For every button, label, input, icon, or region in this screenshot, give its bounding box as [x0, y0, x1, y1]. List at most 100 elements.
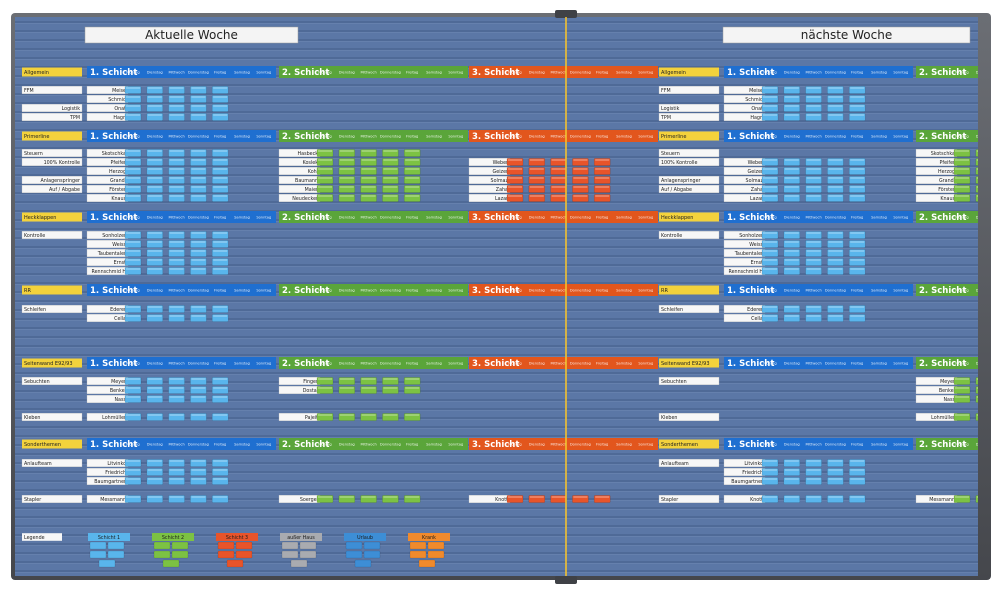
panel-title: nächste Woche	[801, 28, 892, 42]
employee-name: Hagn	[750, 115, 763, 121]
magnet-shine	[850, 469, 865, 471]
magnet-shine	[806, 87, 821, 89]
magnet	[124, 305, 142, 313]
magnet	[761, 258, 779, 266]
legend-label: Schicht 2	[162, 535, 184, 541]
magnet	[827, 185, 844, 193]
magnet	[146, 149, 164, 157]
task-label: TPM	[660, 115, 671, 121]
magnet-shine	[529, 177, 544, 179]
shift-label: 2. Schicht	[919, 440, 966, 450]
day-label: Mittwoch	[550, 362, 566, 366]
magnet	[805, 314, 822, 322]
magnet-shine	[955, 177, 969, 179]
magnet	[975, 176, 978, 184]
magnet-shine	[169, 268, 184, 270]
magnet	[211, 194, 229, 202]
magnet-shine	[763, 250, 777, 252]
day-label: Montag	[318, 443, 331, 447]
day-label: Sonntag	[638, 216, 653, 220]
magnet	[805, 495, 822, 503]
magnet	[594, 158, 611, 166]
shift-bar	[469, 66, 658, 78]
day-label: Mittwoch	[805, 71, 821, 75]
shift-bar	[916, 438, 978, 450]
magnet-shine	[339, 496, 354, 498]
shift-label: 2. Schicht	[282, 440, 329, 450]
magnet-shine	[784, 232, 799, 234]
magnet-shine	[126, 232, 140, 234]
magnet	[761, 240, 779, 248]
day-label: Mittwoch	[168, 216, 184, 220]
day-label: Samstag	[616, 216, 632, 220]
magnet	[783, 194, 800, 202]
magnet-shine	[551, 186, 566, 188]
magnet	[360, 158, 377, 166]
magnet-shine	[806, 105, 821, 107]
day-label: Dienstag	[529, 135, 545, 139]
magnet	[338, 413, 355, 421]
magnet-shine	[318, 378, 332, 380]
magnet	[211, 267, 229, 275]
day-label: Donnerstag	[825, 71, 846, 75]
legend-magnet	[418, 559, 436, 568]
day-label: Samstag	[426, 362, 442, 366]
magnet-shine	[828, 232, 843, 234]
magnet	[360, 495, 377, 503]
magnet	[805, 167, 822, 175]
legend-magnet	[299, 550, 317, 559]
magnet	[146, 231, 164, 239]
shift-bar	[469, 211, 658, 223]
magnet	[783, 240, 800, 248]
magnet-shine	[976, 414, 978, 416]
magnet	[190, 258, 207, 266]
magnet-shine	[191, 478, 206, 480]
magnet-shine	[213, 168, 228, 170]
magnet	[168, 258, 185, 266]
magnet-shine	[169, 241, 184, 243]
legend-magnet	[345, 550, 363, 559]
shift-bar	[469, 357, 658, 369]
day-label: Dienstag	[529, 362, 545, 366]
day-label: Donnerstag	[570, 289, 591, 293]
magnet-shine	[126, 259, 140, 261]
shift-label: 1. Schicht	[727, 68, 774, 78]
magnet-shine	[147, 159, 162, 161]
task-label: Steuern	[661, 151, 680, 157]
magnet-shine	[828, 478, 843, 480]
magnet-shine	[191, 387, 206, 389]
day-label: Montag	[955, 216, 968, 220]
shift-label: 1. Schicht	[727, 359, 774, 369]
magnet	[761, 459, 779, 467]
magnet-shine	[147, 195, 162, 197]
magnet	[783, 185, 800, 193]
magnet-shine	[169, 195, 184, 197]
magnet-shine	[126, 96, 140, 98]
magnet	[211, 240, 229, 248]
magnet	[849, 95, 866, 103]
shift-bar	[724, 438, 913, 450]
magnet	[190, 86, 207, 94]
day-label: Freitag	[214, 443, 226, 447]
magnet	[124, 240, 142, 248]
magnet-shine	[850, 496, 865, 498]
shift-bar	[469, 284, 658, 296]
day-label: Dienstag	[529, 71, 545, 75]
legend-magnet	[427, 550, 445, 559]
day-label: Donnerstag	[380, 289, 401, 293]
day-label: Freitag	[214, 135, 226, 139]
magnet	[827, 305, 844, 313]
section-label-card	[659, 67, 719, 77]
magnet	[211, 468, 229, 476]
magnet-shine	[383, 159, 398, 161]
magnet-shine	[213, 159, 228, 161]
shift-bar	[87, 66, 276, 78]
magnet-shine	[405, 159, 420, 161]
magnet	[316, 194, 334, 202]
task-label: Logistik	[62, 106, 81, 112]
employee-name: Weiss	[112, 242, 126, 248]
magnet	[124, 477, 142, 485]
magnet-shine	[339, 186, 354, 188]
day-label: Freitag	[406, 216, 418, 220]
magnet-shine	[529, 168, 544, 170]
